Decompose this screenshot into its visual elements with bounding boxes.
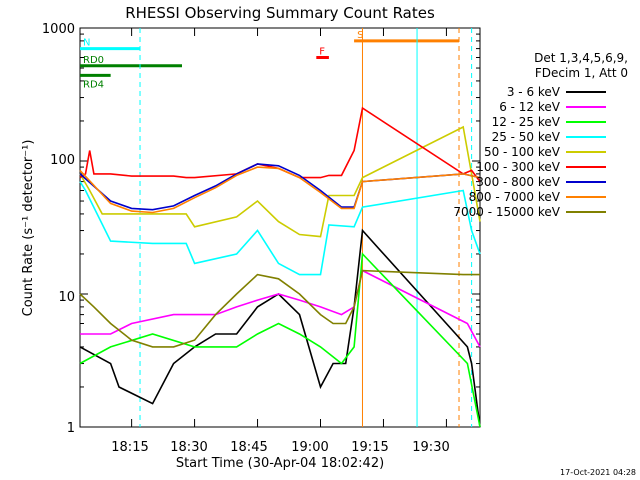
legend-label: 300 - 800 keV — [476, 175, 560, 189]
chart-title: RHESSI Observing Summary Count Rates — [125, 4, 435, 22]
x-tick-label: 19:15 — [351, 440, 388, 455]
annotation-label: S — [357, 30, 363, 41]
series-line — [79, 252, 481, 428]
y-tick-label: 1 — [67, 421, 75, 436]
plot-frame — [79, 27, 481, 428]
series-lines — [79, 106, 481, 428]
event-lines — [139, 28, 473, 427]
y-tick-label: 10 — [58, 290, 75, 305]
legend-label: 6 - 12 keV — [499, 100, 561, 114]
legend-label: 12 - 25 keV — [492, 115, 561, 129]
legend-label: 3 - 6 keV — [507, 85, 561, 99]
footer-date: 17-Oct-2021 04:28 — [560, 468, 636, 477]
legend-label: 7000 - 15000 keV — [453, 205, 560, 219]
y-tick-label: 100 — [50, 153, 75, 168]
legend-label: 800 - 7000 keV — [469, 190, 561, 204]
x-tick-label: 18:30 — [170, 440, 207, 455]
x-tick-label: 18:45 — [230, 440, 267, 455]
annotation-bars: N RD0 RD4 F S — [80, 30, 460, 90]
annotation-label: RD4 — [83, 79, 104, 90]
legend-header: FDecim 1, Att 0 — [535, 66, 628, 80]
series-line — [79, 166, 481, 214]
annotation-label: N — [83, 38, 90, 49]
annotation-label: RD0 — [83, 55, 104, 66]
x-axis-label: Start Time (30-Apr-04 18:02:42) — [176, 456, 384, 471]
x-tick-label: 18:15 — [111, 440, 148, 455]
series-line — [79, 125, 481, 238]
y-tick-label: 1000 — [42, 22, 75, 37]
y-axis-label: Count Rate (s⁻¹ detector⁻¹) — [21, 140, 36, 317]
series-line — [79, 181, 481, 276]
annotation-label: F — [319, 47, 325, 58]
series-line — [79, 269, 480, 348]
legend-label: 25 - 50 keV — [492, 130, 561, 144]
legend-header: Det 1,3,4,5,6,9, — [534, 51, 628, 65]
legend-label: 50 - 100 keV — [484, 145, 561, 159]
x-tick-label: 19:00 — [291, 440, 328, 455]
x-tick-label: 19:30 — [412, 440, 449, 455]
legend-label: 100 - 300 keV — [476, 160, 560, 174]
